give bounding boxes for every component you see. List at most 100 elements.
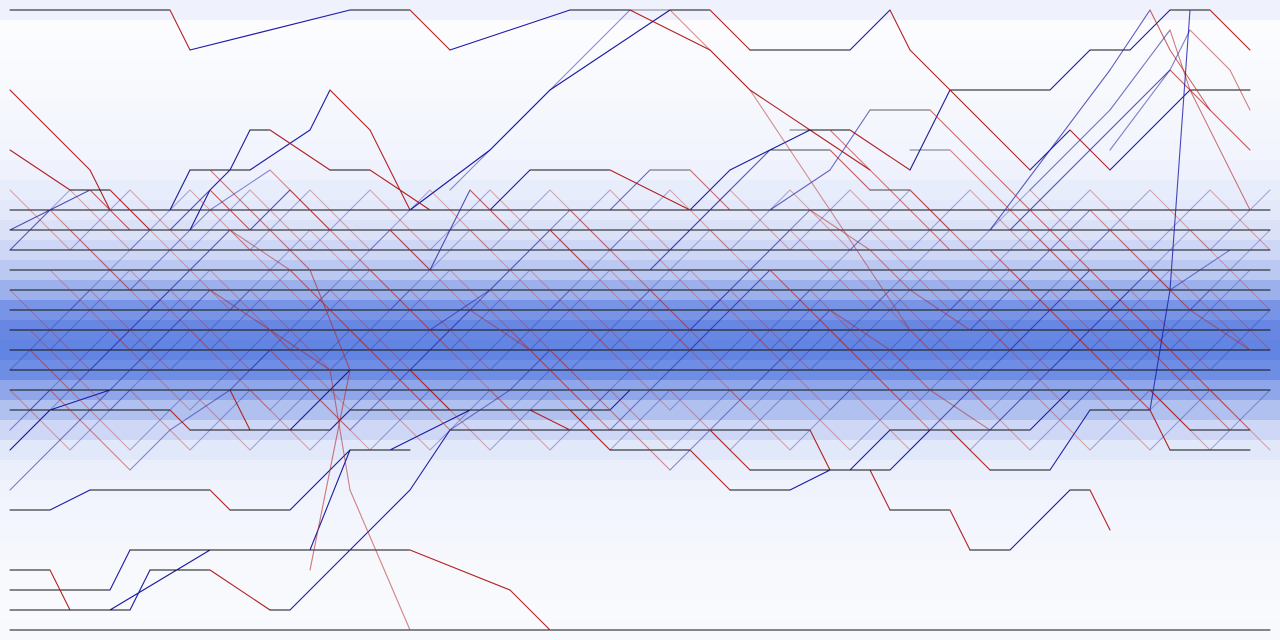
series-trace <box>989 9 1211 231</box>
falling-segment <box>89 189 131 231</box>
rising-segment <box>829 329 911 411</box>
rising-segment <box>389 229 471 311</box>
falling-segment <box>729 289 811 371</box>
rising-segment <box>1109 129 1151 171</box>
falling-segment <box>809 429 831 471</box>
series-trace <box>49 269 1251 351</box>
falling-segment <box>1029 289 1071 331</box>
rising-segment <box>909 389 971 451</box>
rising-segment <box>229 229 311 311</box>
falling-segment <box>1049 229 1091 271</box>
rising-segment <box>969 389 1031 451</box>
rising-segment <box>1169 269 1251 351</box>
rising-segment <box>289 489 411 611</box>
density-cell <box>0 600 1280 620</box>
rising-segment <box>549 189 611 251</box>
rising-segment <box>449 389 511 431</box>
rising-segment <box>369 389 431 451</box>
falling-segment <box>449 269 531 351</box>
falling-segment <box>49 569 71 611</box>
rising-segment <box>129 269 211 351</box>
rising-segment <box>1209 309 1271 371</box>
rising-segment <box>489 189 551 251</box>
series-trace <box>1029 29 1251 211</box>
falling-segment <box>69 189 131 251</box>
falling-segment <box>1149 349 1191 391</box>
rising-segment <box>549 229 631 311</box>
falling-segment <box>369 349 411 391</box>
falling-segment <box>89 429 131 471</box>
rising-segment <box>989 329 1071 411</box>
rising-segment <box>1129 9 1171 51</box>
rising-segment <box>409 289 491 371</box>
falling-segment <box>49 269 131 351</box>
rising-segment <box>9 289 91 371</box>
falling-segment <box>1089 489 1111 531</box>
falling-segment <box>1149 389 1211 451</box>
rising-segment <box>609 389 631 411</box>
density-cell <box>0 40 1280 60</box>
falling-segment <box>369 389 431 451</box>
rising-segment <box>589 9 631 51</box>
rising-segment <box>1009 309 1051 351</box>
rising-segment <box>1049 49 1091 91</box>
rising-segment <box>669 329 751 411</box>
falling-segment <box>849 349 891 391</box>
rising-segment <box>1009 489 1071 551</box>
falling-segment <box>209 269 291 351</box>
falling-segment <box>269 349 311 391</box>
falling-segment <box>169 289 251 371</box>
falling-segment <box>929 269 1011 351</box>
rising-segment <box>1029 389 1091 451</box>
falling-segment <box>89 249 131 291</box>
falling-segment <box>1189 89 1211 131</box>
falling-segment <box>1109 369 1151 411</box>
falling-segment <box>729 389 791 451</box>
falling-segment <box>309 189 371 251</box>
falling-segment <box>689 169 731 211</box>
falling-segment <box>569 289 651 371</box>
rising-segment <box>729 289 811 371</box>
rising-segment <box>789 309 831 351</box>
rising-segment <box>1049 149 1091 191</box>
falling-segment <box>869 249 911 291</box>
density-cell <box>0 120 1280 140</box>
rising-segment <box>129 429 171 471</box>
rising-segment <box>109 289 211 391</box>
rising-segment <box>449 149 491 191</box>
series-trace <box>9 289 1271 371</box>
rising-segment <box>89 289 171 371</box>
series-trace <box>9 389 1271 451</box>
falling-segment <box>1069 269 1111 311</box>
rising-segment <box>1069 309 1111 351</box>
falling-segment <box>189 329 271 411</box>
rising-segment <box>169 209 211 251</box>
rising-segment <box>349 389 391 431</box>
falling-segment <box>389 289 431 331</box>
rising-segment <box>1169 9 1191 291</box>
rising-segment <box>189 389 251 451</box>
rising-segment <box>149 229 231 311</box>
falling-segment <box>49 129 91 171</box>
falling-segment <box>1209 9 1251 51</box>
rising-segment <box>589 329 671 411</box>
falling-segment <box>629 9 711 51</box>
falling-segment <box>369 269 451 351</box>
density-cell <box>0 180 1280 200</box>
falling-segment <box>709 229 791 311</box>
rising-segment <box>1109 9 1151 71</box>
rising-segment <box>189 9 351 51</box>
falling-segment <box>969 289 1051 371</box>
falling-segment <box>609 249 651 291</box>
falling-segment <box>869 269 911 331</box>
rising-segment <box>849 9 891 51</box>
falling-segment <box>549 229 591 271</box>
rising-segment <box>429 389 491 451</box>
rising-segment <box>369 269 451 351</box>
rising-segment <box>689 189 731 231</box>
falling-segment <box>829 149 871 191</box>
falling-segment <box>9 89 51 131</box>
falling-segment <box>829 309 891 351</box>
falling-segment <box>809 209 871 251</box>
